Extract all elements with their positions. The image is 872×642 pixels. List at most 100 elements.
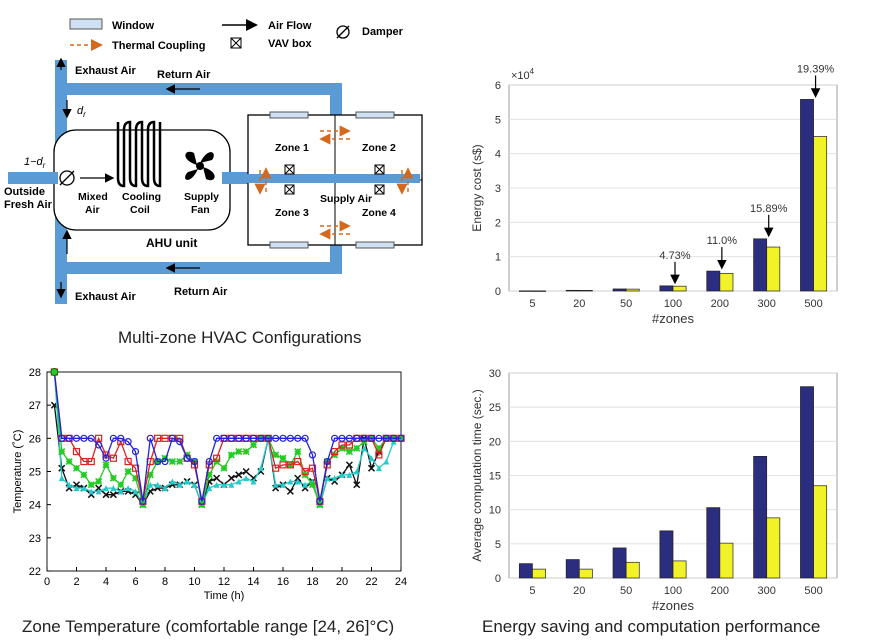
bar	[659, 530, 674, 579]
data-point	[294, 457, 302, 466]
data-point	[103, 485, 109, 492]
data-point	[345, 448, 353, 456]
data-point	[72, 464, 81, 472]
x-axis-label: #zones	[652, 598, 694, 613]
data-point	[361, 445, 368, 452]
data-point	[213, 434, 221, 442]
data-point	[331, 434, 339, 442]
data-point	[294, 474, 302, 482]
bar	[719, 542, 734, 579]
data-point	[72, 434, 81, 442]
data-point	[213, 474, 221, 482]
data-point	[131, 474, 140, 482]
coil-label: Coil	[130, 204, 150, 216]
data-point	[257, 434, 265, 442]
y-tick-label: 5	[495, 539, 501, 551]
temperature-caption: Zone Temperature (comfortable range [24,…	[22, 617, 395, 636]
data-point	[169, 478, 176, 485]
bar	[565, 289, 580, 292]
bar	[672, 560, 687, 579]
data-point	[242, 434, 250, 442]
x-tick-label: 5	[529, 298, 535, 310]
data-point	[345, 434, 353, 442]
bar	[518, 290, 533, 292]
y-tick-label: 5	[495, 114, 501, 126]
start-point	[50, 368, 59, 376]
y-tick-label: 0	[495, 286, 501, 298]
data-point	[125, 485, 132, 492]
data-point	[65, 434, 73, 442]
data-point	[80, 485, 87, 492]
y-tick-label: 28	[29, 367, 41, 379]
bar	[672, 285, 687, 292]
bar	[578, 568, 593, 579]
y-tick-label: 25	[489, 402, 501, 414]
data-point	[286, 487, 294, 495]
data-point	[227, 474, 235, 482]
bar	[766, 246, 781, 292]
data-point	[249, 441, 258, 449]
data-point	[220, 434, 228, 442]
data-point	[242, 467, 250, 476]
data-point	[154, 457, 162, 466]
data-point	[220, 464, 228, 472]
data-point	[308, 451, 317, 459]
annotation-label: 15.89%	[750, 203, 788, 215]
data-point	[227, 434, 235, 442]
bar	[753, 456, 768, 579]
data-point	[213, 454, 221, 462]
data-point	[375, 434, 383, 442]
one-minus-dr-label: 1−dr	[24, 156, 46, 170]
data-point	[345, 461, 353, 469]
y-tick-label: 15	[489, 471, 501, 483]
data-point	[272, 464, 280, 472]
data-point	[257, 465, 264, 472]
data-point	[286, 434, 294, 442]
bar	[800, 99, 814, 292]
y-tick-label: 27	[29, 400, 41, 412]
data-point	[190, 457, 199, 466]
data-point	[87, 481, 95, 489]
data-point	[110, 485, 117, 492]
data-point	[272, 451, 280, 459]
y-tick-label: 22	[29, 566, 41, 578]
data-point	[353, 434, 361, 442]
fresh-air-label: Fresh Air	[4, 199, 53, 211]
computation-time-chart: 0 5 10 15 20 25 30 5 20 50 100 200 300 500 #zones Avera…	[470, 368, 838, 613]
bar	[518, 563, 533, 579]
data-point	[161, 434, 169, 442]
data-point	[302, 481, 309, 488]
data-point	[58, 475, 65, 482]
data-point	[117, 434, 125, 442]
legend-window-label: Window	[112, 20, 154, 32]
data-point	[279, 461, 287, 469]
data-point	[87, 434, 95, 442]
bar	[813, 136, 828, 292]
data-point	[95, 477, 103, 486]
data-point	[117, 488, 124, 495]
x-tick-label: 20	[573, 298, 585, 310]
supply-label: Supply	[184, 191, 219, 203]
data-point	[397, 434, 405, 442]
y-tick-label: 26	[29, 433, 41, 445]
x-tick-label: 14	[247, 576, 259, 588]
x-tick-label: 6	[132, 576, 138, 588]
data-point	[301, 467, 309, 476]
data-point	[375, 444, 383, 452]
y-tick-label: 23	[29, 533, 41, 545]
bar	[800, 386, 814, 579]
data-point	[80, 471, 88, 479]
x-tick-label: 20	[573, 585, 585, 597]
data-point	[346, 471, 353, 478]
data-point	[184, 478, 191, 485]
data-point	[124, 467, 132, 476]
x-axis-label: #zones	[652, 311, 694, 326]
bar	[578, 290, 593, 292]
y-tick-label: 1	[495, 252, 501, 264]
y-tick-label: 0	[495, 573, 501, 585]
ahu-unit-label: AHU unit	[146, 236, 197, 250]
y-tick-label: 4	[495, 149, 501, 161]
data-point	[80, 434, 88, 442]
